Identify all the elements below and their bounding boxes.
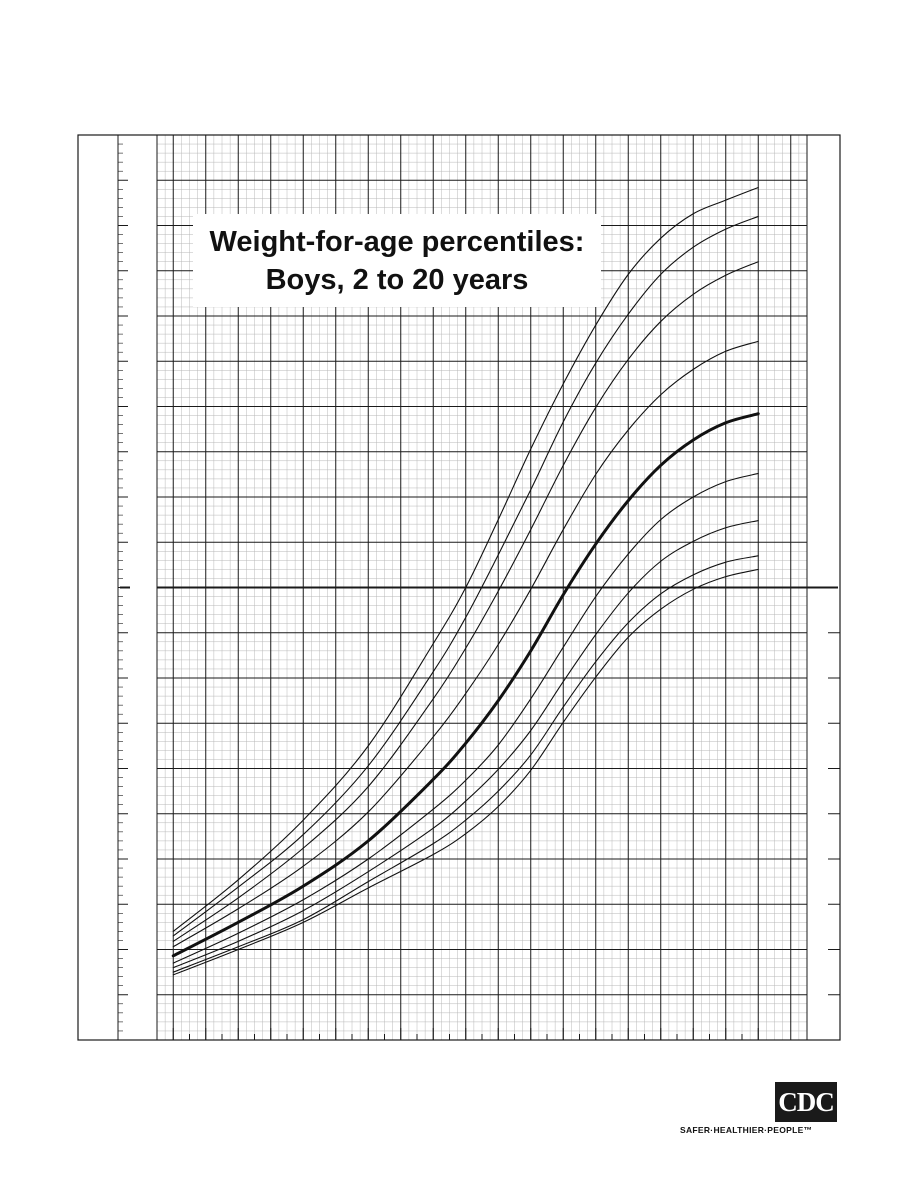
percentile-curve-1 [172,568,759,976]
percentile-curve-3 [172,519,759,969]
outer-frame [77,134,841,1041]
axis-ticks [118,143,840,1040]
percentile-curve-median [171,412,760,958]
chart-title-line-2: Boys, 2 to 20 years [265,263,529,296]
chart-title-line-1: Weight-for-age percentiles: [209,225,585,258]
cdc-logo: CDC [775,1082,837,1122]
cdc-logo-text: CDC [778,1086,834,1117]
chart-title-box: Weight-for-age percentiles: Boys, 2 to 2… [193,214,601,307]
percentile-curve-8 [172,215,759,937]
percentile-curves [171,186,760,976]
chart-frame [77,134,841,1041]
percentile-curve-7 [172,261,759,942]
percentile-curve-6 [172,340,759,948]
cdc-tagline: SAFER·HEALTHIER·PEOPLE™ [680,1125,813,1135]
percentile-curve-2 [172,555,759,973]
percentile-curve-9 [172,186,759,932]
percentile-curve-4 [172,472,759,964]
major-grid [157,135,807,1040]
